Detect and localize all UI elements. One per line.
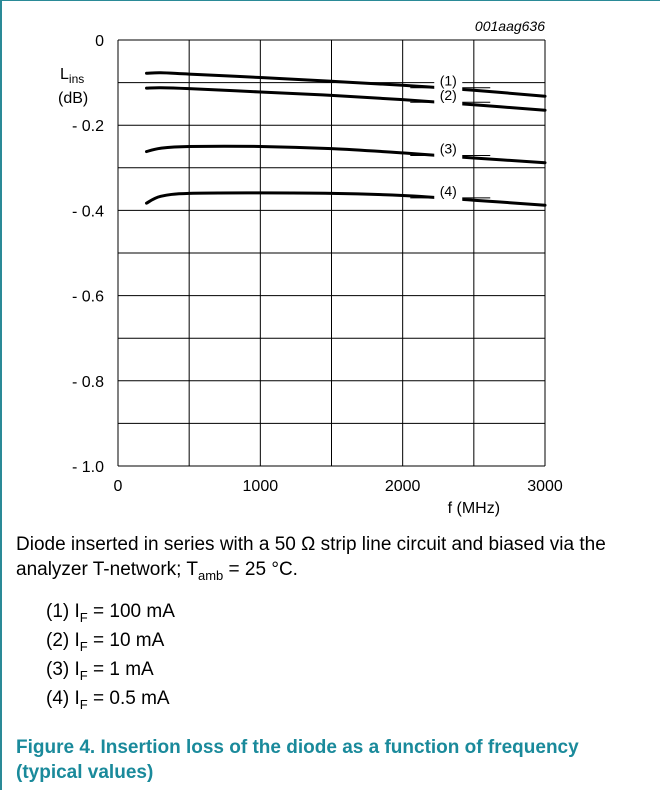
caption-subscript: amb [197,567,224,583]
condition-tag: (4) I [46,688,80,709]
condition-item-3: (3) IF = 1 mA [46,655,175,684]
condition-value: = 1 mA [87,659,154,680]
condition-tag: (3) I [46,659,80,680]
insertion-loss-chart: 0 - 0.2 - 0.4 - 0.6 - 0.8 - 1.0 0 1000 2000 3000 L… [58,18,563,517]
series-label-background [434,186,463,207]
condition-tag: (2) I [46,630,80,651]
y-axis-unit: (dB) [58,90,88,107]
x-tick-label: 1000 [243,478,279,495]
series-label: (1) [440,73,457,89]
series-label-background [434,144,463,165]
y-tick-label: - 1.0 [72,459,104,476]
figure-id-label: 001aag636 [475,18,545,34]
x-tick-label: 3000 [527,478,563,495]
caption-text: Diode inserted in series with a 50 Ω str… [16,534,606,580]
condition-item-4: (4) IF = 0.5 mA [46,684,175,713]
series-label: (3) [440,140,457,156]
series-label-background [434,91,463,112]
condition-sub: F [79,667,88,683]
figure-title: Figure 4. Insertion loss of the diode as… [16,737,579,783]
y-tick-label: - 0.4 [72,203,104,220]
x-tick-label: 0 [114,478,123,495]
caption-text-end: = 25 °C. [223,559,298,580]
y-tick-label: 0 [95,33,104,50]
y-tick-label: - 0.2 [72,118,104,135]
figure-conditions-caption: Diode inserted in series with a 50 Ω str… [16,532,656,582]
curve-series-3 [145,144,547,165]
y-axis-label: Lins [60,66,84,86]
condition-item-2: (2) IF = 10 mA [46,626,175,655]
curve-series-1 [145,71,547,98]
condition-value: = 100 mA [87,601,175,622]
condition-sub: F [79,638,88,654]
frame-top-border [0,0,660,1]
condition-tag: (1) I [46,601,80,622]
x-axis-label: f (MHz) [448,500,500,517]
bias-condition-list: (1) IF = 100 mA (2) IF = 10 mA (3) IF = … [46,597,175,713]
condition-sub: F [79,609,88,625]
x-tick-label: 2000 [385,478,421,495]
frame-left-border [0,0,2,790]
series-label: (2) [440,87,457,103]
curve-series-4 [145,191,547,207]
condition-item-1: (1) IF = 100 mA [46,597,175,626]
condition-value: = 0.5 mA [87,688,170,709]
chart-container: 0 - 0.2 - 0.4 - 0.6 - 0.8 - 1.0 0 1000 2000 3000 L… [58,18,563,517]
condition-sub: F [79,696,88,712]
y-tick-label: - 0.8 [72,374,104,391]
y-tick-label: - 0.6 [72,289,104,306]
curve-series-2 [145,86,547,112]
series-label: (4) [440,183,457,199]
condition-value: = 10 mA [87,630,165,651]
